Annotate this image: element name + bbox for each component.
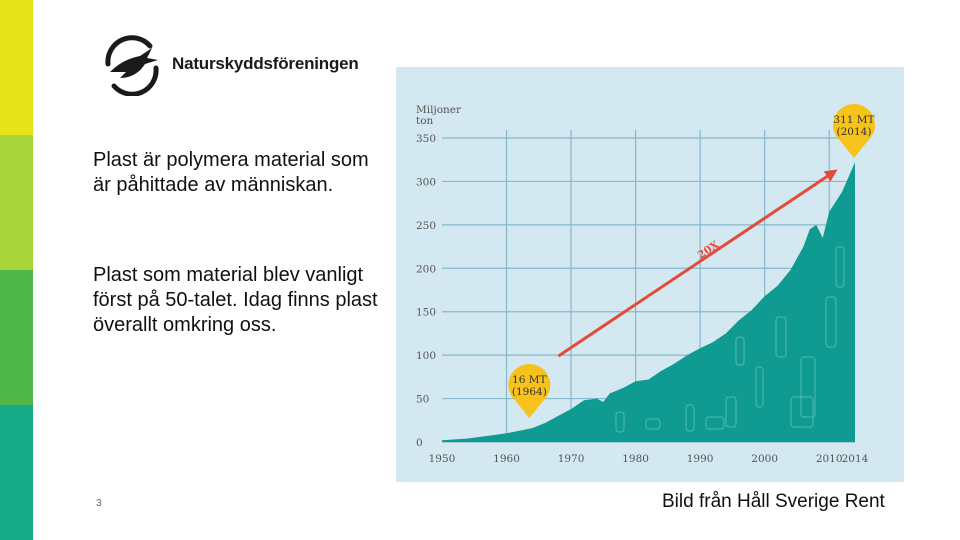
container-silhouette xyxy=(615,411,625,433)
container-silhouette xyxy=(800,356,816,418)
x-tick-label: 2010 xyxy=(816,453,843,465)
annotation-pin-2014-year: (2014) xyxy=(837,126,872,138)
container-silhouette xyxy=(755,366,764,408)
y-tick-label: 350 xyxy=(416,133,436,145)
container-silhouette xyxy=(790,396,814,428)
container-silhouette xyxy=(735,336,745,366)
stripe-segment-light-green xyxy=(0,135,33,270)
growth-arrow xyxy=(557,172,832,358)
brand-color-stripe xyxy=(0,0,33,540)
organization-logo: Naturskyddsföreningen xyxy=(100,34,370,97)
x-tick-label: 1960 xyxy=(493,453,520,465)
annotation-pin-1964-year: (1964) xyxy=(512,386,547,398)
y-axis-label: Miljoner xyxy=(416,104,462,116)
plastic-production-chart: 0 50 100 150 200 250 300 350 1950 1960 1970 1980 199… xyxy=(396,67,904,482)
container-silhouette xyxy=(725,396,737,428)
stripe-segment-yellow xyxy=(0,0,33,135)
x-tick-label: 2000 xyxy=(751,453,778,465)
annotation-pin-2014 xyxy=(833,104,875,146)
container-silhouette xyxy=(685,404,695,432)
chart-svg: 0 50 100 150 200 250 300 350 1950 1960 1970 1980 199… xyxy=(396,67,904,482)
annotation-pin-2014-label: 311 MT xyxy=(833,114,874,126)
production-area xyxy=(442,162,855,443)
stripe-segment-green xyxy=(0,270,33,405)
y-tick-label: 250 xyxy=(416,220,436,232)
stripe-segment-teal xyxy=(0,405,33,540)
page-number: 3 xyxy=(96,498,102,509)
growth-arrow-head xyxy=(823,169,838,182)
y-tick-label: 200 xyxy=(416,263,436,275)
container-silhouette xyxy=(645,418,661,430)
annotation-pin-1964-label: 16 MT xyxy=(512,374,546,386)
x-tick-label: 1970 xyxy=(558,453,585,465)
container-silhouette xyxy=(825,296,837,348)
organization-name: Naturskyddsföreningen xyxy=(172,54,359,73)
y-tick-label: 50 xyxy=(416,394,429,406)
y-tick-label: 300 xyxy=(416,176,436,188)
container-silhouette xyxy=(775,316,787,358)
swallow-emblem-icon xyxy=(105,35,159,97)
y-tick-label: 150 xyxy=(416,307,436,319)
intro-paragraph: Plast är polymera material som är påhitt… xyxy=(93,149,369,196)
y-tick-label: 100 xyxy=(416,350,436,362)
container-silhouette xyxy=(705,416,725,430)
history-paragraph: Plast som material blev vanligt först på… xyxy=(93,264,378,336)
annotation-pin-1964 xyxy=(508,364,551,406)
image-credit: Bild från Håll Sverige Rent xyxy=(662,491,885,512)
container-silhouette xyxy=(835,246,845,288)
x-tick-label: 1990 xyxy=(687,453,714,465)
y-tick-label: 0 xyxy=(416,437,423,449)
x-tick-label: 2014 xyxy=(842,453,869,465)
y-axis-label-unit: ton xyxy=(416,115,434,127)
x-tick-label: 1950 xyxy=(429,453,456,465)
x-tick-label: 1980 xyxy=(622,453,649,465)
